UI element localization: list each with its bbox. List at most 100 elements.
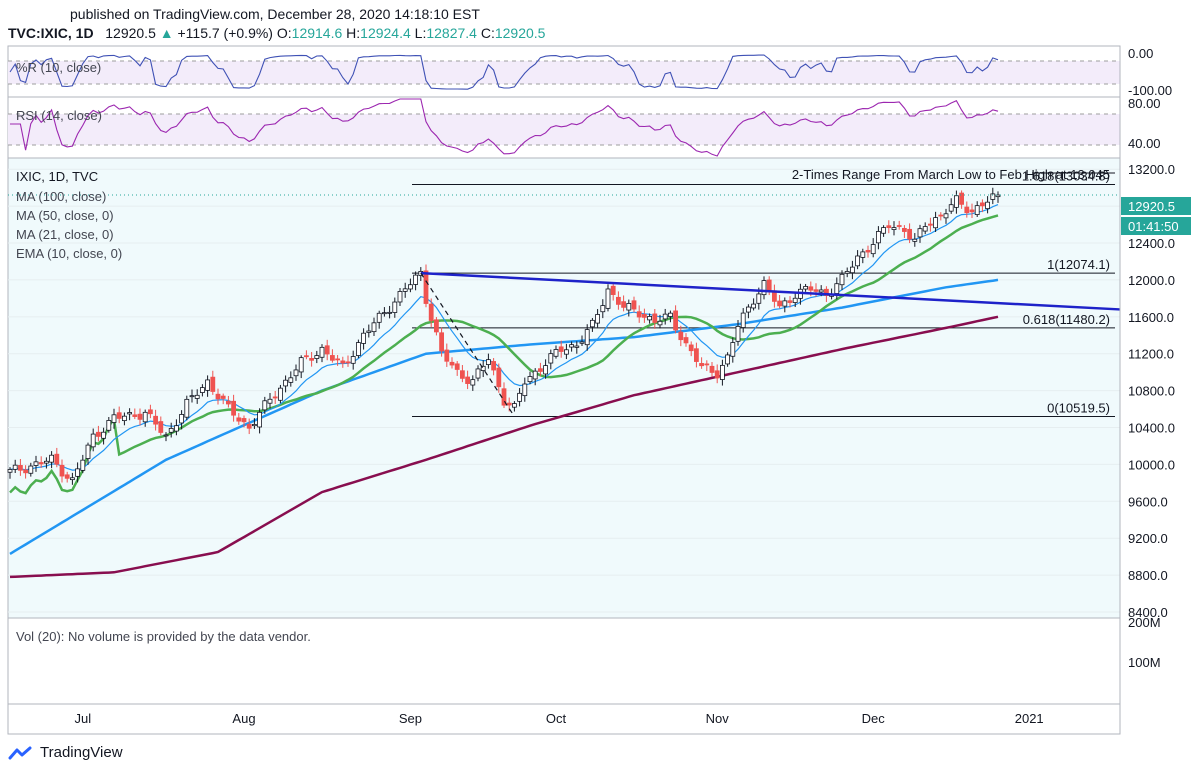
candle-body	[314, 355, 320, 359]
candle-body	[922, 226, 928, 232]
candle-body	[142, 411, 148, 423]
candle-body	[158, 421, 164, 433]
candle-body	[590, 319, 595, 328]
fib-label: 1(12074.1)	[1047, 257, 1110, 272]
candle-body	[657, 320, 663, 326]
last-price: 12920.5	[105, 25, 156, 41]
candle-body	[792, 297, 798, 303]
candle-body	[668, 312, 673, 317]
wr-tick-0: 0.00	[1128, 46, 1153, 61]
candle-body	[475, 368, 481, 379]
ma50-legend: MA (50, close, 0)	[16, 208, 114, 223]
candle-body	[517, 392, 522, 402]
volume-legend: Vol (20): No volume is provided by the d…	[16, 629, 311, 644]
candle-body	[277, 387, 283, 401]
candle-body	[324, 345, 330, 355]
candle-body	[621, 301, 626, 308]
candle-body	[205, 379, 211, 391]
month-label: 2021	[1015, 711, 1044, 726]
candle-body	[96, 431, 101, 437]
candle-body	[683, 337, 689, 344]
candle-body	[402, 288, 408, 292]
open-value: 12914.6	[291, 25, 343, 41]
candle-body	[381, 312, 387, 315]
month-label: Aug	[232, 711, 255, 726]
candle-body	[777, 300, 782, 307]
tradingview-brand: TradingView	[8, 744, 123, 761]
candle-body	[407, 284, 413, 290]
candles	[7, 187, 1001, 485]
price-axis[interactable]: 8400.0 8800.0 9200.0 9600.0 10000.0 10400.0 10…	[1128, 162, 1175, 620]
rsi-tick-0: 80.00	[1128, 96, 1161, 111]
candle-body	[147, 409, 153, 415]
candle-body	[496, 367, 502, 388]
candle-body	[506, 402, 512, 406]
month-label: Dec	[862, 711, 886, 726]
main-legend-title: IXIC, 1D, TVC	[16, 169, 98, 184]
candle-body	[303, 355, 309, 358]
candle-body	[584, 329, 590, 346]
candle-body	[283, 379, 289, 387]
candle-body	[974, 205, 980, 215]
price-tick: 12400.0	[1128, 236, 1175, 251]
candle-body	[964, 206, 970, 214]
candle-body	[33, 461, 39, 466]
candle-body	[75, 468, 80, 477]
candle-body	[896, 225, 902, 227]
candle-body	[564, 349, 569, 355]
candle-body	[376, 312, 382, 323]
candle-body	[595, 314, 600, 324]
wr-legend: %R (10, close)	[16, 60, 101, 75]
price-tick: 8400.0	[1128, 605, 1168, 620]
price-tick: 10400.0	[1128, 421, 1175, 436]
candle-body	[751, 303, 756, 309]
volume-pane[interactable]	[7, 617, 1121, 705]
candle-body	[839, 273, 845, 286]
time-axis[interactable]	[7, 703, 1121, 735]
month-label: Sep	[399, 711, 422, 726]
candle-body	[907, 228, 912, 240]
candle-body	[465, 376, 471, 384]
candle-body	[766, 279, 772, 291]
candle-body	[428, 303, 434, 321]
candle-body	[397, 291, 403, 303]
candle-body	[132, 414, 138, 417]
up-arrow-icon: ▲	[159, 25, 174, 41]
candle-body	[267, 398, 273, 404]
candle-body	[127, 412, 132, 415]
high-label: H:	[346, 25, 361, 41]
candle-body	[959, 192, 964, 205]
candle-body	[194, 394, 200, 399]
candle-body	[199, 387, 205, 393]
price-tick: 11600.0	[1128, 310, 1174, 325]
candle-body	[673, 310, 678, 331]
vol-tick-0: 200M	[1128, 615, 1161, 630]
candle-body	[23, 469, 29, 474]
candle-body	[803, 286, 808, 290]
month-label: Nov	[706, 711, 730, 726]
grid	[8, 168, 1120, 613]
candle-body	[485, 359, 491, 365]
high-value: 12924.4	[360, 25, 411, 41]
candle-body	[850, 266, 855, 274]
candle-body	[538, 368, 543, 372]
tradingview-logo-icon	[8, 746, 32, 759]
candle-body	[834, 283, 840, 294]
candle-body	[168, 428, 174, 433]
candle-body	[329, 355, 335, 361]
fib-label: 0(10519.5)	[1047, 400, 1110, 415]
candle-body	[257, 411, 263, 428]
main-pane[interactable]	[7, 157, 1121, 619]
candle-body	[340, 360, 346, 364]
candle-body	[298, 357, 304, 373]
candle-body	[444, 349, 450, 362]
price-tick: 9200.0	[1128, 531, 1168, 546]
candle-body	[173, 425, 179, 432]
zigzag-line	[420, 272, 515, 417]
wr-tick-1: -100.00	[1128, 83, 1172, 98]
candle-body	[251, 424, 257, 427]
wr-band	[8, 61, 1120, 84]
candle-body	[512, 403, 517, 408]
candle-body	[678, 331, 684, 341]
